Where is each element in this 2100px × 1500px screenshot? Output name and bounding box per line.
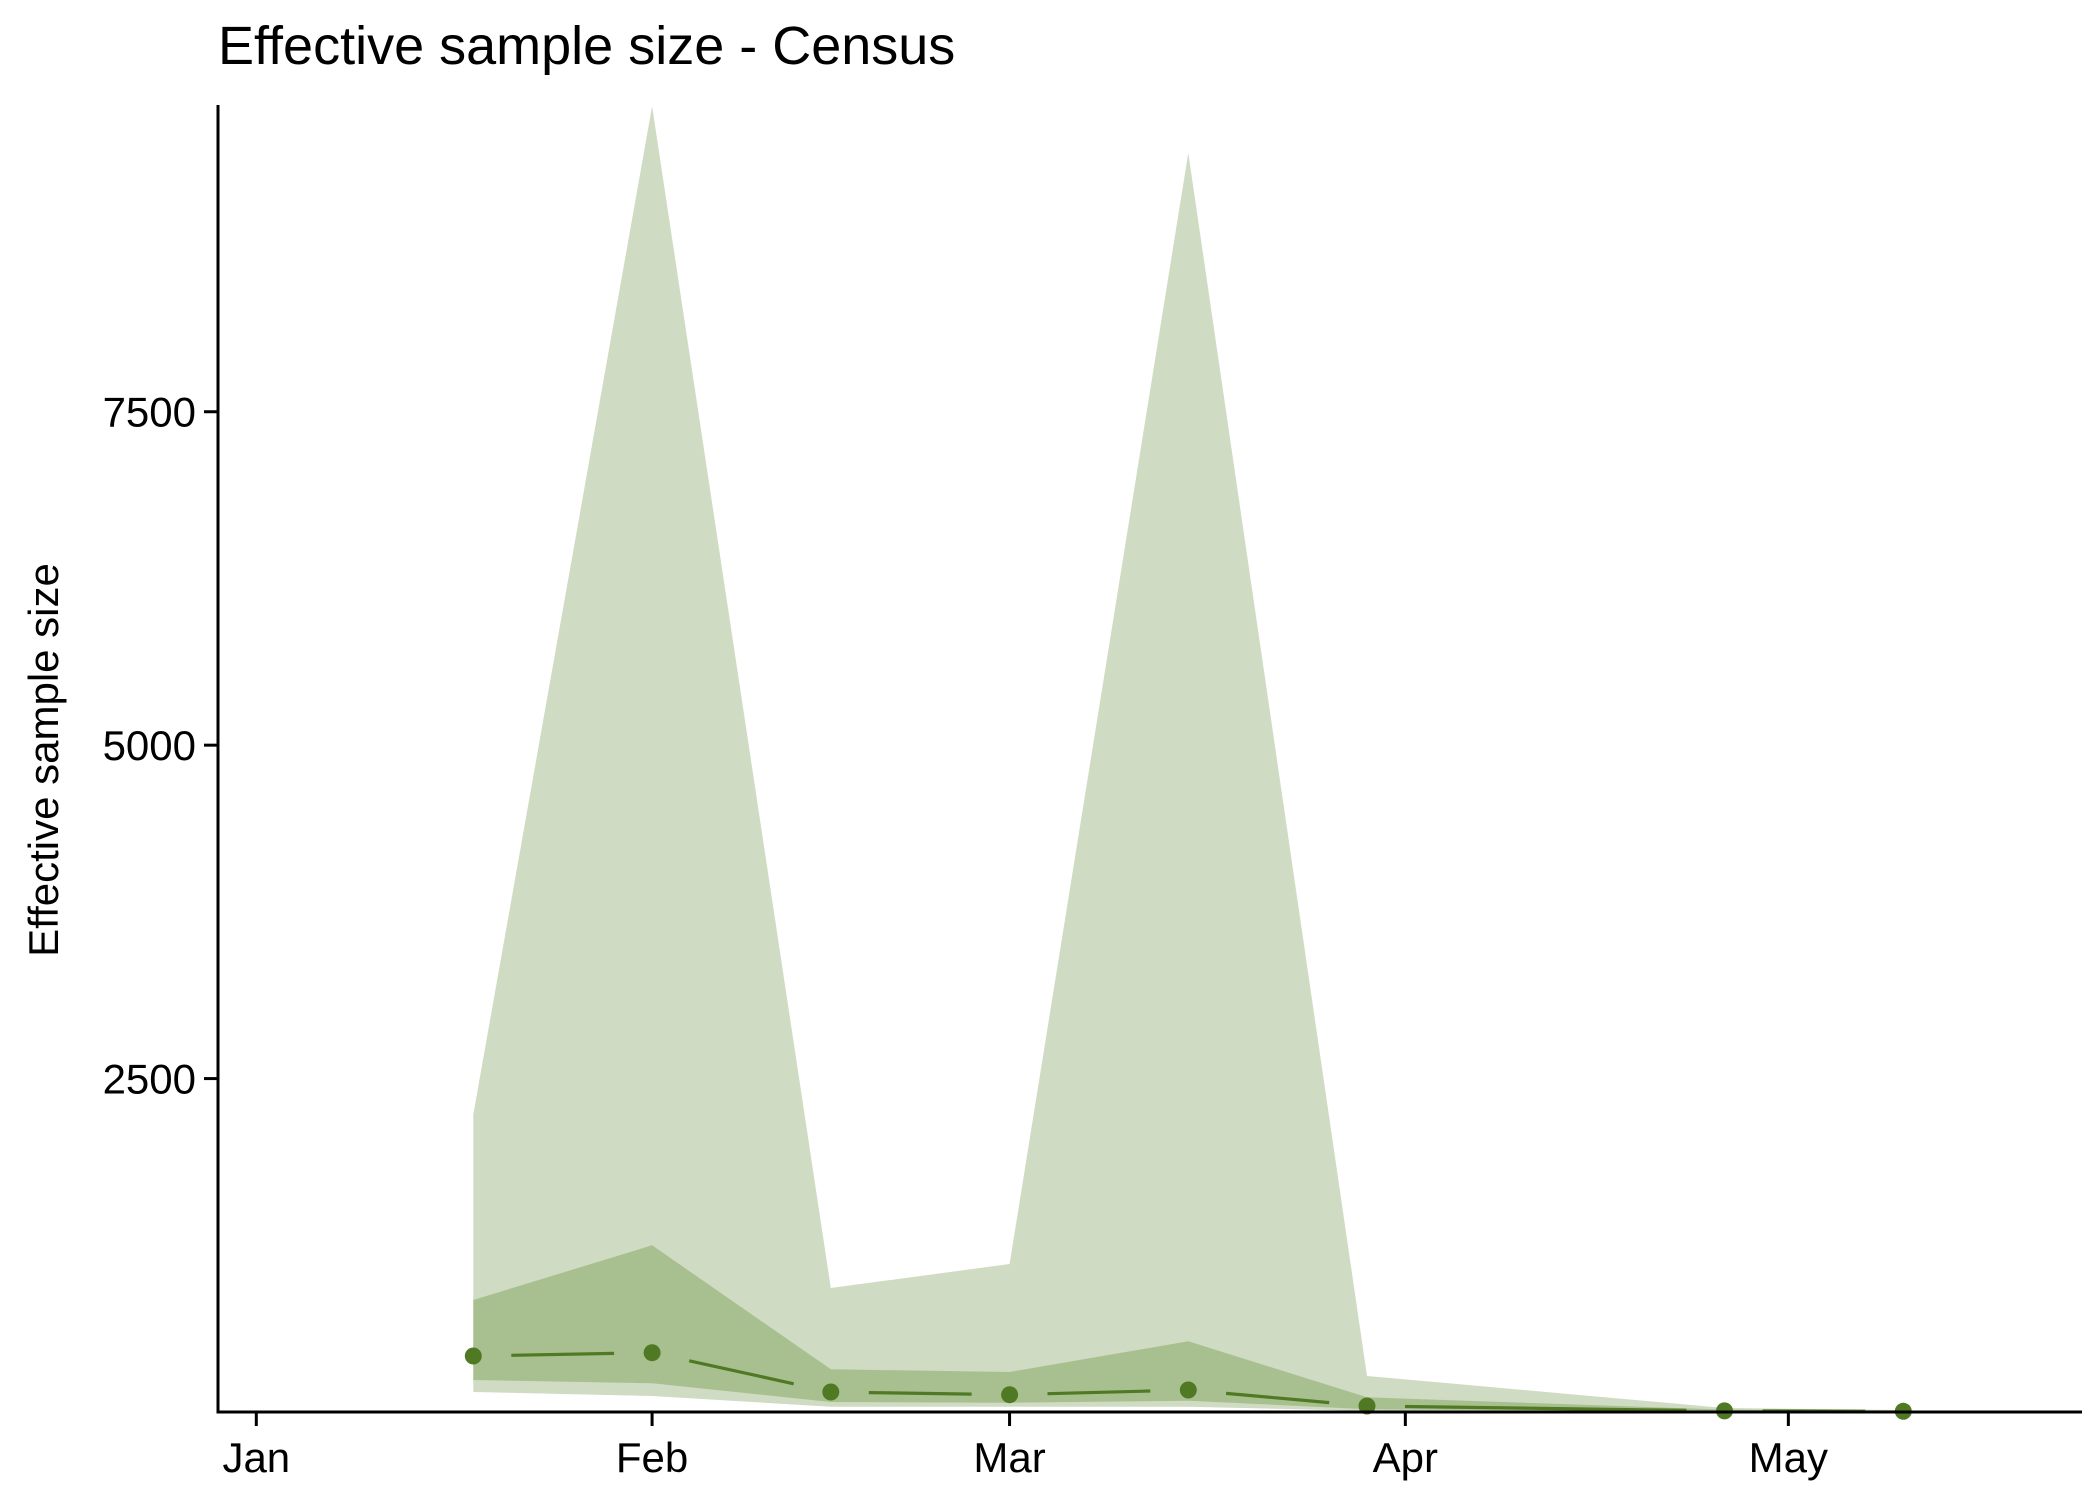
median-line-segment xyxy=(688,1359,795,1386)
x-tick-label: Feb xyxy=(616,1434,688,1481)
median-point xyxy=(1358,1397,1376,1415)
y-tick-label: 2500 xyxy=(103,1056,196,1103)
median-line-segment xyxy=(1047,1389,1151,1396)
x-tick-label: Mar xyxy=(973,1434,1045,1481)
median-point xyxy=(643,1344,661,1362)
median-line-segment xyxy=(1225,1391,1330,1405)
median-line-segment xyxy=(511,1351,615,1357)
x-tick-label: May xyxy=(1749,1434,1828,1481)
outer-interval-band xyxy=(473,106,1904,1412)
y-axis-label: Effective sample size xyxy=(20,563,67,957)
median-point xyxy=(1001,1386,1019,1404)
x-tick-label: Apr xyxy=(1373,1434,1438,1481)
inner-interval-band xyxy=(473,1245,1904,1412)
median-point xyxy=(1179,1381,1197,1399)
y-tick-label: 7500 xyxy=(103,389,196,436)
median-line-segment xyxy=(868,1391,972,1396)
median-point xyxy=(464,1347,482,1365)
axes: 2500 5000 7500 Jan Feb Mar Apr May xyxy=(103,105,2082,1481)
chart-title: Effective sample size - Census xyxy=(218,16,955,76)
median-point xyxy=(822,1383,840,1401)
y-tick-label: 5000 xyxy=(103,722,196,769)
median-line-segment xyxy=(1404,1404,1687,1412)
plot-area xyxy=(464,106,1912,1420)
x-tick-label: Jan xyxy=(222,1434,290,1481)
